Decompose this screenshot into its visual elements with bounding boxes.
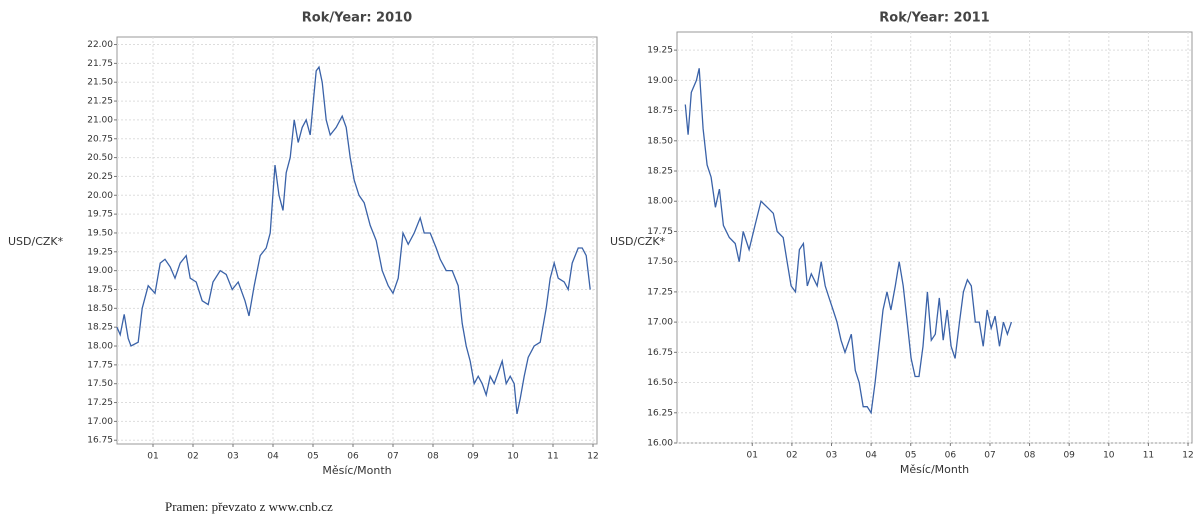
y-tick-label: 19.00 — [87, 266, 113, 276]
y-tick-label: 20.25 — [87, 172, 113, 182]
x-tick-label: 02 — [786, 451, 797, 461]
plot-area — [676, 31, 1193, 444]
x-tick-label: 01 — [747, 451, 758, 461]
y-tick-label: 21.50 — [87, 78, 113, 88]
x-tick-label: 11 — [547, 452, 558, 462]
y-tick-label: 16.50 — [647, 378, 673, 388]
x-axis-label: Měsíc/Month — [322, 464, 391, 477]
x-tick-label: 06 — [347, 452, 359, 462]
y-tick-label: 18.00 — [647, 197, 673, 207]
y-tick-label: 20.50 — [87, 153, 113, 163]
y-axis-label: USD/CZK* — [8, 235, 64, 248]
y-tick-label: 17.50 — [87, 379, 113, 389]
x-tick-label: 08 — [427, 452, 439, 462]
y-tick-label: 17.50 — [647, 257, 673, 267]
y-tick-label: 16.00 — [647, 439, 673, 449]
y-tick-label: 18.25 — [647, 167, 673, 177]
y-tick-label: 17.00 — [647, 318, 673, 328]
y-tick-label: 19.25 — [647, 46, 673, 56]
y-tick-label: 19.00 — [647, 76, 673, 86]
x-tick-label: 05 — [905, 451, 916, 461]
y-tick-label: 20.00 — [87, 191, 113, 201]
y-tick-label: 22.00 — [87, 40, 113, 50]
y-tick-label: 21.75 — [87, 59, 113, 69]
y-tick-label: 16.25 — [647, 408, 673, 418]
y-tick-label: 20.75 — [87, 134, 113, 144]
chart-title: Rok/Year: 2010 — [302, 11, 412, 26]
x-tick-label: 02 — [187, 452, 198, 462]
y-tick-label: 21.00 — [87, 115, 113, 125]
y-tick-label: 18.50 — [647, 136, 673, 146]
x-tick-label: 11 — [1143, 451, 1154, 461]
y-tick-label: 19.50 — [87, 228, 113, 238]
y-tick-label: 18.25 — [87, 323, 113, 333]
x-axis-label: Měsíc/Month — [900, 463, 969, 476]
x-tick-label: 05 — [307, 452, 318, 462]
x-tick-label: 07 — [984, 451, 995, 461]
x-tick-label: 10 — [1103, 451, 1115, 461]
x-tick-label: 04 — [865, 451, 877, 461]
y-tick-label: 18.75 — [87, 285, 113, 295]
x-tick-label: 03 — [826, 451, 837, 461]
y-tick-label: 21.25 — [87, 97, 113, 107]
y-tick-label: 17.75 — [647, 227, 673, 237]
y-axis-label: USD/CZK* — [610, 235, 666, 248]
x-tick-label: 12 — [1182, 451, 1193, 461]
x-tick-label: 08 — [1024, 451, 1036, 461]
y-tick-label: 19.25 — [87, 247, 113, 257]
x-tick-label: 10 — [507, 452, 519, 462]
x-tick-label: 12 — [587, 452, 598, 462]
series-line — [116, 65, 591, 415]
source-note: Pramen: převzato z www.cnb.cz — [165, 499, 333, 514]
x-tick-label: 03 — [227, 452, 238, 462]
x-tick-label: 09 — [467, 452, 479, 462]
x-tick-label: 09 — [1063, 451, 1075, 461]
x-tick-label: 01 — [147, 452, 158, 462]
y-tick-label: 16.75 — [647, 348, 673, 358]
x-tick-label: 07 — [387, 452, 398, 462]
y-tick-label: 16.75 — [87, 436, 113, 446]
y-tick-label: 18.50 — [87, 304, 113, 314]
y-tick-label: 17.25 — [647, 287, 673, 297]
y-tick-label: 18.00 — [87, 342, 113, 352]
y-tick-label: 17.25 — [87, 398, 113, 408]
y-tick-label: 19.75 — [87, 210, 113, 220]
x-tick-label: 06 — [945, 451, 957, 461]
chart-title: Rok/Year: 2011 — [879, 11, 989, 26]
y-tick-label: 17.00 — [87, 417, 113, 427]
x-tick-label: 04 — [267, 452, 279, 462]
y-tick-label: 18.75 — [647, 106, 673, 116]
y-tick-label: 17.75 — [87, 360, 113, 370]
series-line — [684, 68, 1013, 415]
plot-area — [116, 36, 598, 445]
